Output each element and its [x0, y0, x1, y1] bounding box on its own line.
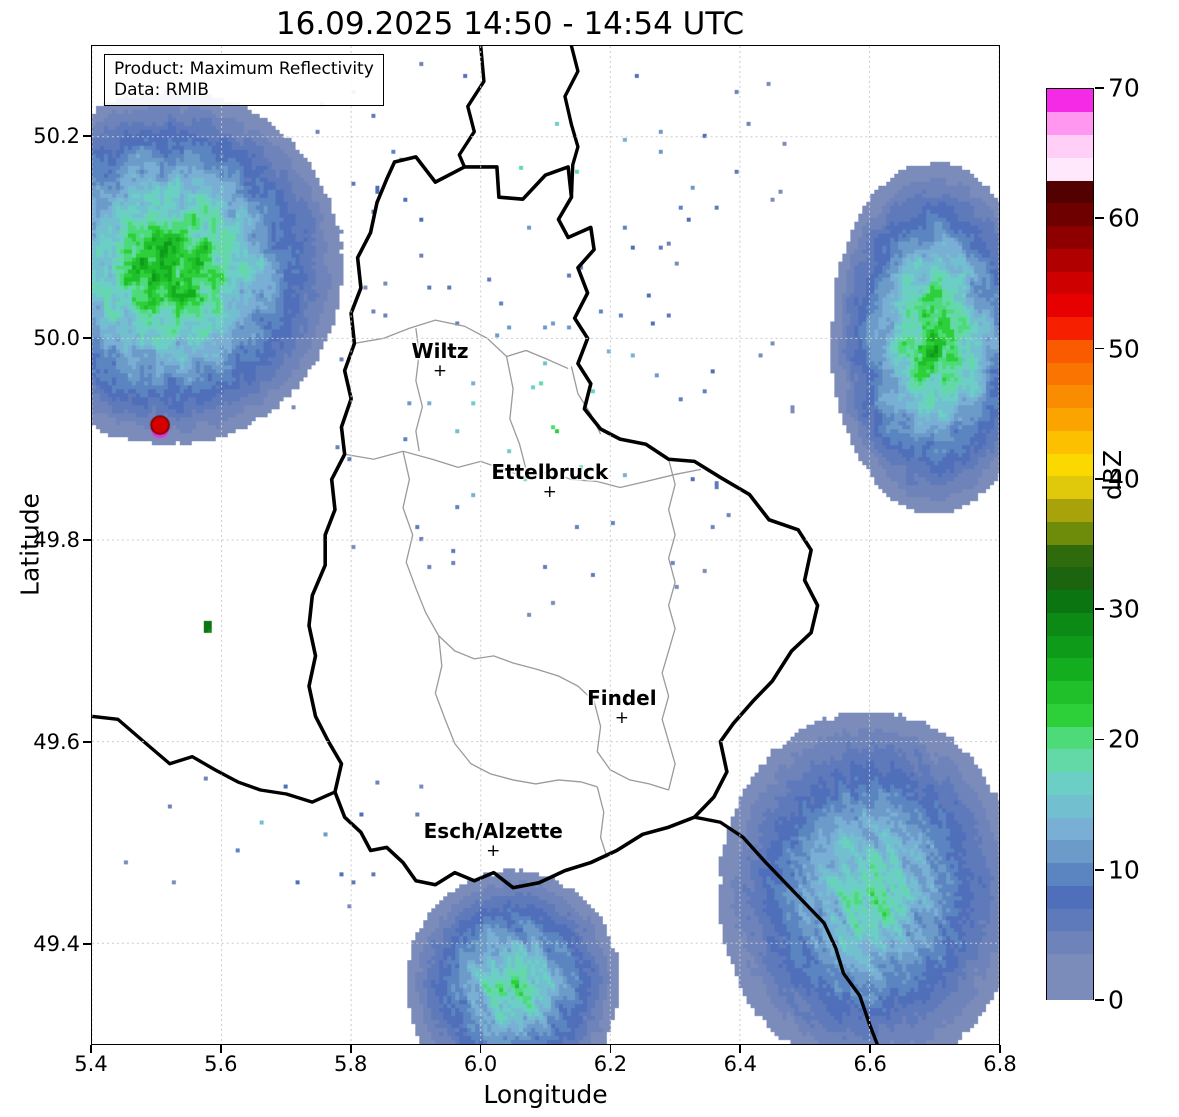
- x-tick-mark: [90, 1045, 92, 1053]
- data-source-line: Data: RMIB: [114, 79, 209, 100]
- colorbar-band: [1047, 976, 1093, 1000]
- product-line: Product: Maximum Reflectivity: [114, 59, 374, 79]
- colorbar-band: [1047, 839, 1093, 864]
- colorbar-tick-mark: [1095, 217, 1104, 220]
- colorbar-band: [1047, 202, 1093, 227]
- x-tick-label: 5.4: [74, 1052, 108, 1076]
- colorbar-band: [1047, 635, 1093, 659]
- colorbar-band: [1047, 475, 1093, 500]
- map-borders-layer: [92, 46, 879, 1044]
- colorbar-tick-label: 10: [1108, 855, 1140, 885]
- colorbar-band: [1047, 657, 1093, 682]
- colorbar-tick-label: 60: [1108, 203, 1140, 233]
- colorbar-band: [1047, 271, 1093, 295]
- colorbar-tick-mark: [1095, 347, 1104, 350]
- x-axis-label: Longitude: [483, 1080, 608, 1109]
- x-tick-label: 5.6: [204, 1052, 238, 1076]
- x-tick-label: 6.2: [593, 1052, 628, 1076]
- x-tick-label: 6.0: [463, 1052, 498, 1076]
- x-tick-label: 5.8: [334, 1052, 368, 1076]
- x-tick-mark: [609, 1045, 612, 1053]
- colorbar-tick-mark: [1095, 478, 1104, 480]
- gridlines-layer: [92, 46, 999, 1044]
- y-tick-mark: [83, 539, 91, 541]
- x-tick-mark: [349, 1045, 352, 1053]
- colorbar-band: [1047, 362, 1093, 386]
- colorbar-band: [1047, 566, 1093, 591]
- colorbar-band: [1047, 930, 1093, 955]
- colorbar-band: [1047, 794, 1093, 818]
- x-tick-mark: [999, 1045, 1001, 1053]
- y-tick-label: 50.2: [33, 123, 80, 148]
- y-tick-label: 49.4: [33, 931, 80, 956]
- x-tick-mark: [220, 1045, 222, 1053]
- colorbar-band: [1047, 953, 1093, 977]
- colorbar-band: [1047, 111, 1093, 136]
- colorbar-tick-mark: [1095, 868, 1104, 871]
- colorbar-band: [1047, 771, 1093, 795]
- colorbar-title: dBZ: [1098, 449, 1127, 500]
- colorbar-band: [1047, 703, 1093, 727]
- colorbar-band: [1047, 384, 1093, 409]
- colorbar-band: [1047, 726, 1093, 750]
- colorbar-band: [1047, 293, 1093, 318]
- colorbar-band: [1047, 612, 1093, 636]
- x-tick-mark: [869, 1045, 871, 1053]
- colorbar-band: [1047, 134, 1093, 158]
- colorbar-band: [1047, 180, 1093, 204]
- colorbar-tick-label: 20: [1108, 724, 1140, 754]
- colorbar-tick-mark: [1095, 87, 1104, 89]
- radar-reflectivity-layer: [92, 46, 999, 1044]
- y-tick-label: 49.6: [33, 729, 80, 754]
- colorbar-band: [1047, 248, 1093, 272]
- colorbar-tick-label: 40: [1108, 464, 1140, 494]
- colorbar-tick-mark: [1095, 608, 1104, 610]
- colorbar-tick-label: 50: [1108, 334, 1140, 364]
- figure-title: 16.09.2025 14:50 - 14:54 UTC: [275, 6, 745, 42]
- y-tick-label: 50.0: [33, 325, 80, 350]
- colorbar-band: [1047, 862, 1093, 886]
- y-tick-label: 49.8: [33, 527, 80, 552]
- y-tick-mark: [83, 741, 91, 743]
- product-info-box: Product: Maximum Reflectivity Data: RMIB: [104, 54, 384, 107]
- x-tick-label: 6.6: [853, 1052, 887, 1076]
- colorbar-band: [1047, 89, 1093, 113]
- colorbar-band: [1047, 817, 1093, 841]
- y-tick-mark: [83, 337, 91, 339]
- colorbar-band: [1047, 680, 1093, 704]
- colorbar-tick-mark: [1095, 738, 1104, 741]
- colorbar-tick-label: 30: [1108, 594, 1140, 624]
- colorbar-band: [1047, 521, 1093, 545]
- y-axis-label: Latitude: [15, 493, 45, 596]
- colorbar-tick-label: 70: [1108, 73, 1140, 103]
- x-tick-label: 6.4: [723, 1052, 757, 1076]
- colorbar-band: [1047, 225, 1093, 249]
- colorbar-band: [1047, 407, 1093, 431]
- colorbar-band: [1047, 157, 1093, 181]
- colorbar-band: [1047, 430, 1093, 454]
- colorbar-band: [1047, 453, 1093, 477]
- colorbar-band: [1047, 748, 1093, 773]
- colorbar-band: [1047, 339, 1093, 363]
- colorbar-band: [1047, 908, 1093, 932]
- radar-plot-area: Product: Maximum Reflectivity Data: RMIB…: [91, 45, 1000, 1045]
- colorbar-band: [1047, 544, 1093, 568]
- y-tick-mark: [83, 135, 91, 137]
- x-tick-mark: [479, 1045, 482, 1053]
- colorbar-tick-mark: [1095, 999, 1104, 1001]
- colorbar-band: [1047, 316, 1093, 340]
- colorbar-band: [1047, 498, 1093, 522]
- y-tick-mark: [83, 943, 91, 945]
- colorbar-band: [1047, 589, 1093, 613]
- colorbar-band: [1047, 885, 1093, 909]
- colorbar: [1046, 88, 1094, 1000]
- x-tick-mark: [739, 1045, 742, 1053]
- x-tick-label: 6.8: [983, 1052, 1017, 1076]
- colorbar-tick-label: 0: [1108, 985, 1124, 1015]
